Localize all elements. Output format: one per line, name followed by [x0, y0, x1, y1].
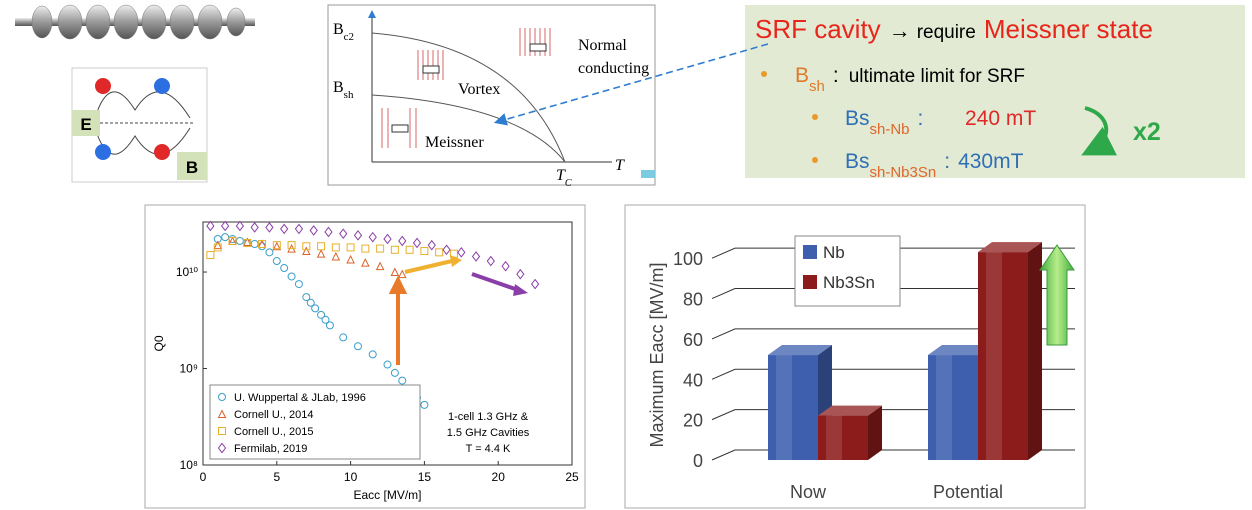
x-tick-label: 20 [492, 470, 506, 484]
legend-label: U. Wuppertal & JLab, 1996 [234, 392, 366, 404]
meissner-label: Meissner [425, 134, 484, 151]
bar-gloss [986, 252, 1002, 460]
slide: E B Bc2 Bsh Vortex Normal conducting Mei… [0, 0, 1252, 510]
legend-label: Nb [823, 243, 845, 262]
annotation: 1.5 GHz Cavities [447, 427, 530, 439]
bar-gloss [826, 416, 842, 460]
b-label: B [186, 158, 198, 177]
phase-diagram: Bc2 Bsh Vortex Normal conducting Meissne… [328, 5, 655, 189]
legend-label: Cornell U., 2015 [234, 426, 314, 438]
normal-label: Normal [578, 37, 627, 54]
vortex-label: Vortex [458, 81, 500, 98]
cavity-image [15, 5, 255, 39]
x-tick-label: Potential [933, 482, 1003, 502]
ratio-label: x2 [1133, 118, 1161, 146]
y-tick-label: 80 [683, 290, 703, 310]
x-axis-label: Eacc [MV/m] [353, 488, 421, 502]
t-axis-label: T [615, 157, 625, 174]
x-tick-label: 5 [273, 470, 280, 484]
legend-label: Fermilab, 2019 [234, 443, 307, 455]
y-axis-label: Maximum Eacc [MV/m] [647, 262, 667, 447]
bar [978, 252, 1028, 460]
y-tick-label: 20 [683, 411, 703, 431]
annotation: 1-cell 1.3 GHz & [448, 411, 529, 423]
y-tick-label: 60 [683, 330, 703, 350]
legend-swatch [803, 245, 817, 259]
x-tick-label: 25 [565, 470, 579, 484]
y-tick-label: 100 [673, 249, 703, 269]
field-diagram: E B [72, 68, 207, 182]
x-tick-label: 15 [418, 470, 432, 484]
y-axis-label: Q0 [152, 335, 166, 351]
x-tick-label: Now [790, 482, 827, 502]
bar-side-shade [1028, 242, 1042, 460]
y-tick-label: 10⁹ [180, 362, 199, 376]
nb-value: 240 mT [965, 107, 1036, 130]
legend-swatch [803, 275, 817, 289]
y-tick-label: 10¹⁰ [176, 265, 198, 279]
normal-label: conducting [578, 60, 649, 77]
legend-label: Cornell U., 2014 [234, 409, 314, 421]
y-tick-label: 10⁸ [180, 458, 198, 472]
y-tick-label: 40 [683, 370, 703, 390]
bar [928, 355, 978, 460]
e-label: E [80, 115, 91, 134]
q0-chart-frame [145, 205, 585, 508]
y-tick-label: 0 [693, 451, 703, 471]
bar [818, 416, 868, 460]
x-tick-label: 10 [344, 470, 358, 484]
annotation: T = 4.4 K [466, 443, 511, 455]
bar [768, 355, 818, 460]
x-tick-label: 0 [200, 470, 207, 484]
bar-gloss [936, 355, 952, 460]
bar-gloss [776, 355, 792, 460]
legend-label: Nb3Sn [823, 273, 875, 292]
